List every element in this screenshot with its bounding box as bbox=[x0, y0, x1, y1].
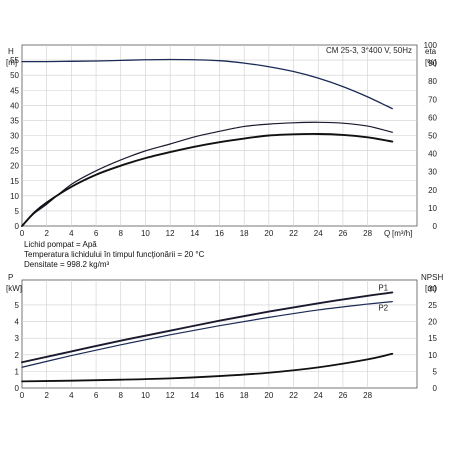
upper-x-tick-label: 0 bbox=[20, 229, 25, 238]
upper-x-tick-label: 18 bbox=[240, 229, 249, 238]
lower-x-tick-label: 6 bbox=[94, 391, 99, 400]
info-line-liquid: Lichid pompat = Apă bbox=[24, 240, 97, 249]
upper-left-tick-label: 15 bbox=[10, 177, 19, 186]
upper-right-tick-label: 80 bbox=[428, 77, 437, 86]
lower-left-tick-label: 4 bbox=[15, 318, 20, 327]
lower-right-tick-label: 20 bbox=[428, 318, 437, 327]
lower-right-tick-label: 25 bbox=[428, 301, 437, 310]
upper-right-tick-label: 10 bbox=[428, 204, 437, 213]
lower-series-line-2 bbox=[21, 352, 394, 383]
lower-x-tick-label: 18 bbox=[240, 391, 249, 400]
upper-left-axis-label: H bbox=[8, 47, 14, 56]
upper-x-tick-label: 12 bbox=[166, 229, 175, 238]
lower-right-tick-label: 30 bbox=[428, 284, 437, 293]
lower-left-axis-unit: [kW] bbox=[6, 284, 22, 293]
upper-series-line-0 bbox=[21, 58, 393, 110]
upper-x-tick-label: 8 bbox=[119, 229, 124, 238]
lower-left-tick-label: 2 bbox=[15, 351, 20, 360]
lower-x-tick-label: 2 bbox=[44, 391, 49, 400]
lower-left-tick-label: 3 bbox=[15, 334, 20, 343]
info-line-density: Densitate = 998.2 kg/m³ bbox=[24, 260, 109, 269]
lower-x-tick-label: 10 bbox=[141, 391, 150, 400]
upper-right-axis-label: eta bbox=[425, 47, 437, 56]
upper-left-tick-label: 20 bbox=[10, 162, 19, 171]
lower-series-label-p1: P1 bbox=[378, 283, 388, 292]
upper-right-tick-label: 40 bbox=[428, 150, 437, 159]
upper-x-tick-label: 6 bbox=[94, 229, 99, 238]
upper-left-tick-label: 25 bbox=[10, 147, 19, 156]
upper-right-tick-label: 30 bbox=[428, 168, 437, 177]
lower-left-tick-label: 0 bbox=[15, 384, 20, 393]
lower-x-tick-label: 22 bbox=[289, 391, 298, 400]
upper-right-tick-label: 70 bbox=[428, 95, 437, 104]
upper-x-tick-label: 2 bbox=[44, 229, 49, 238]
upper-left-tick-label: 35 bbox=[10, 116, 19, 125]
lower-right-tick-label: 15 bbox=[428, 334, 437, 343]
upper-right-tick-label: 100 bbox=[424, 41, 438, 50]
lower-series-label-p2: P2 bbox=[378, 304, 388, 313]
upper-right-tick-label: 20 bbox=[428, 186, 437, 195]
lower-x-tick-label: 16 bbox=[215, 391, 224, 400]
upper-right-tick-label: 60 bbox=[428, 113, 437, 122]
upper-series-line-1 bbox=[21, 121, 393, 227]
upper-x-tick-label: 22 bbox=[289, 229, 298, 238]
lower-x-tick-label: 14 bbox=[190, 391, 199, 400]
upper-x-tick-label: 26 bbox=[338, 229, 347, 238]
upper-x-tick-label: 16 bbox=[215, 229, 224, 238]
lower-series-line-p2 bbox=[21, 301, 393, 368]
upper-left-tick-label: 45 bbox=[10, 86, 19, 95]
lower-x-tick-label: 20 bbox=[264, 391, 273, 400]
upper-series-line-2 bbox=[21, 133, 394, 227]
upper-left-tick-label: 10 bbox=[10, 192, 19, 201]
upper-right-tick-label: 90 bbox=[428, 59, 437, 68]
chart-title: CM 25-3, 3*400 V, 50Hz bbox=[326, 46, 412, 55]
upper-x-tick-label: 4 bbox=[69, 229, 74, 238]
upper-x-axis-label: Q bbox=[384, 229, 390, 238]
upper-x-axis-unit: [m³/h] bbox=[392, 229, 412, 238]
upper-left-tick-label: 55 bbox=[10, 56, 19, 65]
lower-left-tick-label: 5 bbox=[15, 301, 20, 310]
lower-x-tick-label: 26 bbox=[338, 391, 347, 400]
lower-right-tick-label: 5 bbox=[433, 367, 438, 376]
upper-x-tick-label: 20 bbox=[264, 229, 273, 238]
lower-x-tick-label: 8 bbox=[119, 391, 124, 400]
lower-x-tick-label: 4 bbox=[69, 391, 74, 400]
upper-x-tick-label: 28 bbox=[363, 229, 372, 238]
lower-x-tick-label: 12 bbox=[166, 391, 175, 400]
upper-right-axis-unit: [%] bbox=[425, 58, 437, 67]
lower-x-tick-label: 24 bbox=[314, 391, 323, 400]
lower-series-line-p1 bbox=[21, 291, 394, 364]
upper-x-tick-label: 14 bbox=[190, 229, 199, 238]
upper-left-tick-label: 30 bbox=[10, 132, 19, 141]
upper-left-tick-label: 40 bbox=[10, 101, 19, 110]
lower-x-tick-label: 0 bbox=[20, 391, 25, 400]
upper-left-tick-label: 5 bbox=[15, 207, 20, 216]
lower-right-axis-label: NPSH bbox=[421, 273, 443, 282]
lower-left-tick-label: 1 bbox=[15, 367, 20, 376]
chart-marks: 0 2 4 6 8 10 12 14 16 18 20 22 24 26 28051015202530354… bbox=[10, 41, 437, 400]
upper-left-tick-label: 50 bbox=[10, 71, 19, 80]
upper-right-tick-label: 50 bbox=[428, 132, 437, 141]
lower-left-axis-label: P bbox=[8, 273, 13, 282]
lower-right-tick-label: 10 bbox=[428, 351, 437, 360]
upper-left-axis-unit: [m] bbox=[6, 58, 17, 67]
upper-x-tick-label: 24 bbox=[314, 229, 323, 238]
upper-left-tick-label: 0 bbox=[15, 222, 20, 231]
lower-right-axis-unit: [m] bbox=[425, 284, 436, 293]
upper-right-tick-label: 0 bbox=[433, 222, 438, 231]
info-line-temperature: Temperatura lichidului în timpul funcţio… bbox=[24, 250, 205, 259]
lower-x-tick-label: 28 bbox=[363, 391, 372, 400]
lower-right-tick-label: 0 bbox=[433, 384, 438, 393]
upper-x-tick-label: 10 bbox=[141, 229, 150, 238]
